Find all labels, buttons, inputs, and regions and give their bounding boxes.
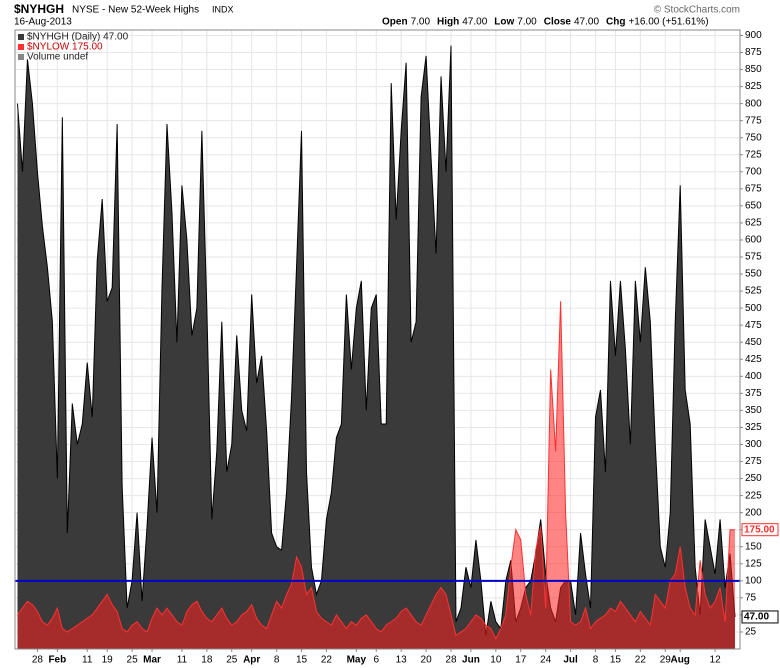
y-tick-label: 650: [745, 201, 762, 212]
ohlc-value: 47.00: [574, 17, 599, 28]
y-tick-label: 250: [745, 473, 762, 484]
legend-swatch: [18, 54, 24, 60]
copyright: © StockCharts.com: [654, 5, 740, 16]
plot-frame: [14, 29, 741, 650]
area-line: [17, 301, 736, 640]
y-tick-label: 725: [745, 149, 762, 160]
y-tick-label: 300: [745, 439, 762, 450]
last-value-label: 175.00: [744, 524, 775, 535]
y-tick-label: 675: [745, 183, 762, 194]
y-tick-label: 550: [745, 269, 762, 280]
x-tick-label: Mar: [143, 655, 161, 666]
y-tick-label: 800: [745, 98, 762, 109]
x-tick-label: 6: [373, 655, 379, 666]
x-tick-label: 11: [177, 655, 188, 666]
legend-swatch: [18, 34, 24, 40]
chart-title: NYSE - New 52-Week Highs: [72, 5, 199, 16]
x-tick-label: 10: [490, 655, 502, 666]
y-tick-label: 100: [745, 575, 762, 586]
y-tick-label: 600: [745, 235, 762, 246]
y-tick-label: 575: [745, 252, 762, 263]
y-tick-label: 850: [745, 64, 762, 75]
y-tick-label: 400: [745, 371, 762, 382]
y-tick-label: 25: [745, 627, 757, 638]
x-tick-label: Jun: [462, 655, 480, 666]
y-tick-label: 325: [745, 422, 762, 433]
x-tick-label: 25: [127, 655, 139, 666]
ohlc-value: 7.00: [517, 17, 537, 28]
y-tick-label: 450: [745, 337, 762, 348]
y-tick-label: 875: [745, 47, 762, 58]
y-tick-label: 375: [745, 388, 762, 399]
symbol: $NYHGH: [14, 2, 64, 16]
y-tick-label: 425: [745, 354, 762, 365]
ohlc-label: Open: [382, 17, 408, 28]
ohlc: Open 7.00 High 47.00 Low 7.00 Close 47.00 Chg +16…: [382, 17, 709, 28]
ohlc-value: +16.00 (+51.61%): [628, 17, 708, 28]
x-tick-label: 13: [396, 655, 408, 666]
x-tick-label: 8: [593, 655, 599, 666]
x-tick-label: 29: [660, 655, 672, 666]
legend-swatch: [18, 44, 24, 50]
y-tick-label: 75: [745, 593, 757, 604]
date: 16-Aug-2013: [14, 17, 72, 28]
x-tick-label: 25: [226, 655, 238, 666]
y-tick-label: 350: [745, 405, 762, 416]
x-tick-label: Feb: [48, 655, 66, 666]
y-tick-label: 625: [745, 218, 762, 229]
x-tick-label: 22: [635, 655, 647, 666]
x-tick-label: 8: [274, 655, 280, 666]
x-tick-label: 22: [321, 655, 333, 666]
x-tick-label: 12: [710, 655, 722, 666]
y-tick-label: 700: [745, 166, 762, 177]
y-tick-label: 475: [745, 320, 762, 331]
x-tick-label: 18: [201, 655, 213, 666]
x-tick-label: May: [347, 655, 367, 666]
y-tick-label: 525: [745, 286, 762, 297]
ohlc-label: Low: [494, 17, 514, 28]
last-value-label: 47.00: [744, 612, 769, 623]
last-value-box: [741, 610, 779, 624]
x-tick-label: Aug: [670, 655, 689, 666]
y-tick-label: 225: [745, 490, 762, 501]
x-tick-label: 20: [421, 655, 433, 666]
x-tick-label: 24: [540, 655, 552, 666]
y-tick-label: 200: [745, 507, 762, 518]
x-tick-label: 28: [32, 655, 44, 666]
y-tick-label: 775: [745, 115, 762, 126]
y-tick-label: 500: [745, 303, 762, 314]
x-tick-label: 11: [82, 655, 93, 666]
area-line: [16, 45, 736, 636]
y-tick-label: 825: [745, 81, 762, 92]
y-tick-label: 750: [745, 132, 762, 143]
x-tick-label: Apr: [243, 655, 260, 666]
legend-label: $NYHGH (Daily) 47.00: [27, 32, 129, 43]
x-tick-label: 15: [296, 655, 308, 666]
exchange: INDX: [212, 4, 234, 14]
ohlc-value: 7.00: [411, 17, 431, 28]
x-tick-label: 15: [610, 655, 622, 666]
area-fill: [17, 301, 736, 649]
y-tick-label: 275: [745, 456, 762, 467]
x-tick-label: 17: [515, 655, 527, 666]
ohlc-label: Chg: [606, 17, 625, 28]
x-tick-label: Jul: [563, 655, 578, 666]
area-fill: [17, 45, 736, 650]
last-value-box: [741, 523, 779, 537]
ohlc-label: Close: [544, 17, 572, 28]
x-tick-label: 28: [445, 655, 457, 666]
y-tick-label: 125: [745, 558, 762, 569]
ohlc-label: High: [437, 17, 459, 28]
legend-label: $NYLOW 175.00: [27, 42, 103, 53]
y-tick-label: 150: [745, 541, 762, 552]
legend-label: Volume undef: [27, 52, 88, 63]
x-tick-label: 19: [102, 655, 114, 666]
ohlc-value: 47.00: [462, 17, 487, 28]
y-tick-label: 900: [745, 30, 762, 41]
